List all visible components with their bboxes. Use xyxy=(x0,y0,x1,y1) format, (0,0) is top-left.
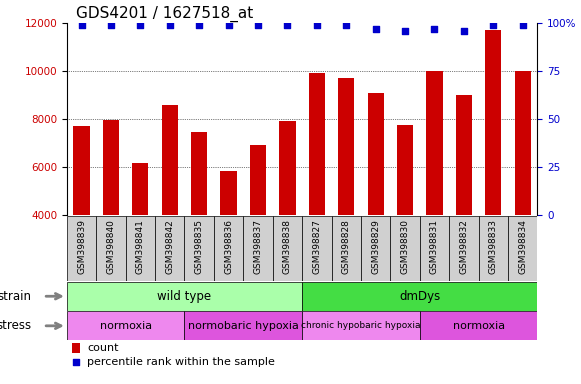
Text: GSM398834: GSM398834 xyxy=(518,219,527,274)
Text: GSM398835: GSM398835 xyxy=(195,219,204,274)
Bar xyxy=(368,93,383,215)
Bar xyxy=(191,132,207,215)
Text: GSM398837: GSM398837 xyxy=(253,219,263,274)
Bar xyxy=(279,121,296,215)
Point xyxy=(342,22,351,28)
Bar xyxy=(361,216,390,281)
Bar xyxy=(125,216,155,281)
Point xyxy=(400,28,410,34)
Text: GSM398842: GSM398842 xyxy=(165,219,174,274)
Bar xyxy=(508,216,537,281)
Bar xyxy=(71,343,80,353)
Text: GSM398832: GSM398832 xyxy=(460,219,468,274)
Bar xyxy=(426,71,443,215)
Point xyxy=(165,22,174,28)
Text: wild type: wild type xyxy=(157,290,211,303)
Text: GSM398829: GSM398829 xyxy=(371,219,380,274)
Text: GSM398836: GSM398836 xyxy=(224,219,233,274)
Point xyxy=(489,22,498,28)
Text: GSM398827: GSM398827 xyxy=(313,219,321,274)
Point xyxy=(518,22,528,28)
Point xyxy=(77,22,86,28)
Bar xyxy=(397,125,413,215)
Bar xyxy=(302,216,332,281)
Bar xyxy=(485,30,501,215)
Point xyxy=(136,22,145,28)
Bar xyxy=(302,282,537,311)
Bar xyxy=(515,71,531,215)
Point xyxy=(71,359,80,365)
Text: normoxia: normoxia xyxy=(453,321,505,331)
Text: chronic hypobaric hypoxia: chronic hypobaric hypoxia xyxy=(301,321,421,330)
Text: GSM398840: GSM398840 xyxy=(106,219,116,274)
Bar xyxy=(185,311,302,340)
Bar xyxy=(332,216,361,281)
Bar xyxy=(390,216,420,281)
Text: GSM398841: GSM398841 xyxy=(136,219,145,274)
Text: GSM398830: GSM398830 xyxy=(400,219,410,274)
Text: count: count xyxy=(87,343,119,353)
Point xyxy=(371,26,381,32)
Text: GSM398838: GSM398838 xyxy=(283,219,292,274)
Bar xyxy=(185,216,214,281)
Bar xyxy=(73,126,89,215)
Bar xyxy=(420,216,449,281)
Bar xyxy=(449,216,479,281)
Text: strain: strain xyxy=(0,290,31,303)
Bar xyxy=(302,311,420,340)
Text: stress: stress xyxy=(0,319,31,332)
Bar xyxy=(221,170,236,215)
Text: GSM398831: GSM398831 xyxy=(430,219,439,274)
Bar xyxy=(456,95,472,215)
Point xyxy=(253,22,263,28)
Text: percentile rank within the sample: percentile rank within the sample xyxy=(87,357,275,367)
Text: normoxia: normoxia xyxy=(99,321,152,331)
Bar xyxy=(309,73,325,215)
Point xyxy=(106,22,116,28)
Point xyxy=(459,28,468,34)
Text: GSM398839: GSM398839 xyxy=(77,219,86,274)
Bar xyxy=(162,104,178,215)
Point xyxy=(283,22,292,28)
Point xyxy=(195,22,204,28)
Bar xyxy=(338,78,354,215)
Text: GSM398828: GSM398828 xyxy=(342,219,351,274)
Bar xyxy=(479,216,508,281)
Bar xyxy=(272,216,302,281)
Bar xyxy=(214,216,243,281)
Bar xyxy=(67,216,96,281)
Bar xyxy=(67,311,185,340)
Bar xyxy=(103,120,119,215)
Text: GSM398833: GSM398833 xyxy=(489,219,498,274)
Text: normobaric hypoxia: normobaric hypoxia xyxy=(188,321,299,331)
Text: dmDys: dmDys xyxy=(399,290,440,303)
Bar xyxy=(420,311,537,340)
Bar xyxy=(243,216,272,281)
Point xyxy=(312,22,321,28)
Point xyxy=(430,26,439,32)
Bar xyxy=(155,216,185,281)
Bar xyxy=(67,282,302,311)
Bar xyxy=(132,164,148,215)
Bar xyxy=(96,216,125,281)
Bar xyxy=(250,146,266,215)
Text: GDS4201 / 1627518_at: GDS4201 / 1627518_at xyxy=(76,5,253,22)
Point xyxy=(224,22,233,28)
